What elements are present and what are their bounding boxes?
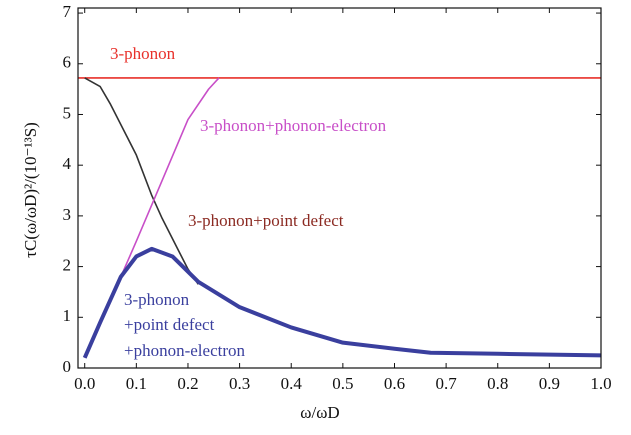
x-tick-label: 0.2 [177,374,198,393]
y-tick-label: 0 [63,357,72,376]
annotation: +phonon-electron [124,341,245,360]
y-tick-label: 2 [63,255,72,274]
y-tick-label: 6 [63,53,72,72]
series-line [82,246,602,359]
annotation: 3-phonon [124,290,190,309]
annotation: +point defect [124,315,215,334]
y-tick-label: 5 [63,103,72,122]
y-tick-label: 1 [63,306,72,325]
x-tick-label: 1.0 [590,374,611,393]
annotation: 3-phonon+point defect [188,211,344,230]
series-line [84,77,199,285]
x-tick-label: 0.0 [74,374,95,393]
x-axis-label: ω/ωD [300,403,339,422]
x-tick-label: 0.3 [229,374,250,393]
x-tick-label: 0.8 [487,374,508,393]
plot-frame [77,7,602,369]
x-tick-label: 0.4 [281,374,303,393]
annotation: 3-phonon [110,44,176,63]
x-tick-label: 0.7 [435,374,457,393]
annotation: 3-phonon+phonon-electron [200,116,387,135]
y-axis-label: τC(ω/ωD)²/(10⁻¹³S) [21,122,40,258]
x-tick-label: 0.9 [539,374,560,393]
x-tick-label: 0.6 [384,374,405,393]
x-tick-label: 0.5 [332,374,353,393]
y-tick-label: 7 [63,2,72,21]
x-tick-label: 0.1 [126,374,147,393]
y-tick-label: 3 [63,205,72,224]
y-tick-label: 4 [63,154,72,173]
